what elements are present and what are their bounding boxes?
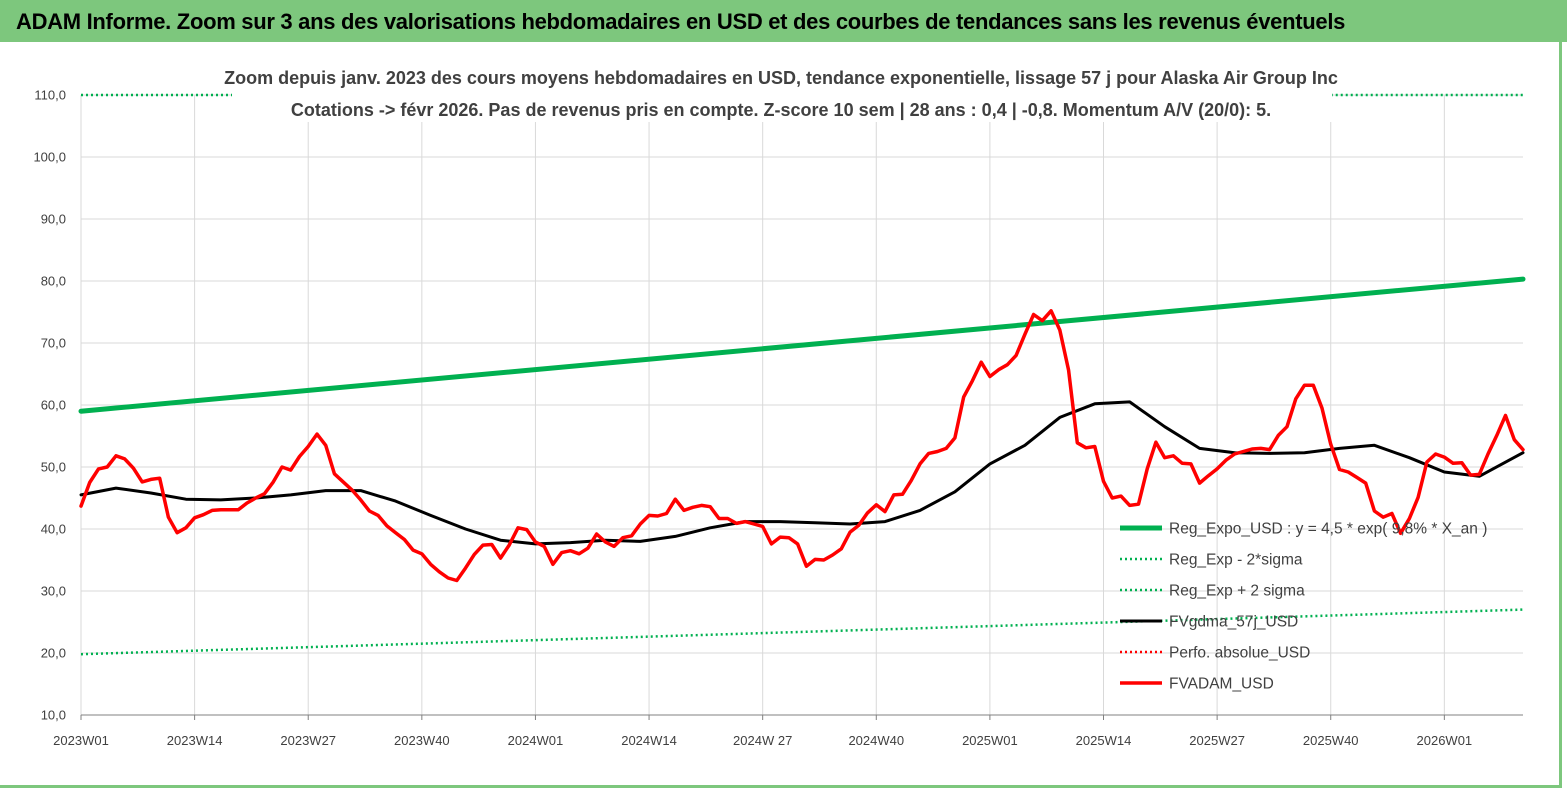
x-tick-label: 2026W01	[1417, 733, 1473, 748]
x-tick-label: 2024W 27	[733, 733, 792, 748]
x-tick-label: 2025W27	[1189, 733, 1245, 748]
report-banner-title: ADAM Informe. Zoom sur 3 ans des valoris…	[0, 0, 1567, 42]
legend-label-fvgdma: FVgdma_57j_USD	[1169, 614, 1298, 631]
chart-legend: Reg_Expo_USD : y = 4,5 * exp( 9,8% * X_a…	[1120, 521, 1487, 693]
legend-label-perfo: Perfo. absolue_USD	[1169, 645, 1310, 662]
series-line-fvgdma	[79, 400, 1525, 546]
x-tick-label: 2023W14	[167, 733, 223, 748]
x-tick-label: 2025W14	[1076, 733, 1132, 748]
series-line-minus2	[80, 608, 1524, 656]
series-line-reg_expo	[78, 276, 1526, 414]
chart-title-line1: Zoom depuis janv. 2023 des cours moyens …	[224, 68, 1338, 88]
legend-label-plus2: Reg_Exp + 2 sigma	[1169, 583, 1305, 600]
x-tick-label: 2024W01	[508, 733, 564, 748]
legend-label-minus2: Reg_Exp - 2*sigma	[1169, 552, 1303, 569]
x-tick-label: 2023W40	[394, 733, 450, 748]
x-tick-label: 2024W14	[621, 733, 677, 748]
y-tick-label: 20,0	[41, 646, 66, 661]
title-background	[232, 62, 1332, 122]
y-tick-label: 60,0	[41, 398, 66, 413]
y-tick-label: 110,0	[34, 88, 66, 103]
x-tick-label: 2025W40	[1303, 733, 1359, 748]
chart-frame	[0, 42, 1562, 788]
chart-title-line2: Cotations -> févr 2026. Pas de revenus p…	[291, 100, 1271, 120]
legend-label-fvadam: FVADAM_USD	[1169, 676, 1274, 693]
x-tick-label: 2023W01	[53, 733, 109, 748]
chart-grid	[80, 94, 1523, 716]
x-tick-label: 2023W27	[280, 733, 336, 748]
x-tick-label: 2025W01	[962, 733, 1018, 748]
y-tick-label: 80,0	[41, 274, 66, 289]
y-tick-label: 100,0	[33, 150, 66, 165]
series-line-fvadam	[79, 309, 1525, 583]
y-tick-label: 50,0	[41, 460, 66, 475]
chart-series	[78, 93, 1526, 656]
y-tick-label: 90,0	[41, 212, 66, 227]
y-tick-label: 70,0	[41, 336, 66, 351]
y-tick-label: 30,0	[41, 584, 66, 599]
x-tick-label: 2024W40	[848, 733, 904, 748]
y-axis: 10,0 20,0 30,0 40,0 50,0 60,0 70,0 80,0 90,0 100,…	[33, 88, 66, 723]
x-axis: 2023W01 2023W14 2023W27 2023W40 2024W01 2024W…	[53, 714, 1523, 748]
y-tick-label: 40,0	[41, 522, 66, 537]
y-tick-label: 10,0	[41, 708, 66, 723]
legend-label-reg_expo: Reg_Expo_USD : y = 4,5 * exp( 9,8% * X_a…	[1169, 521, 1487, 538]
